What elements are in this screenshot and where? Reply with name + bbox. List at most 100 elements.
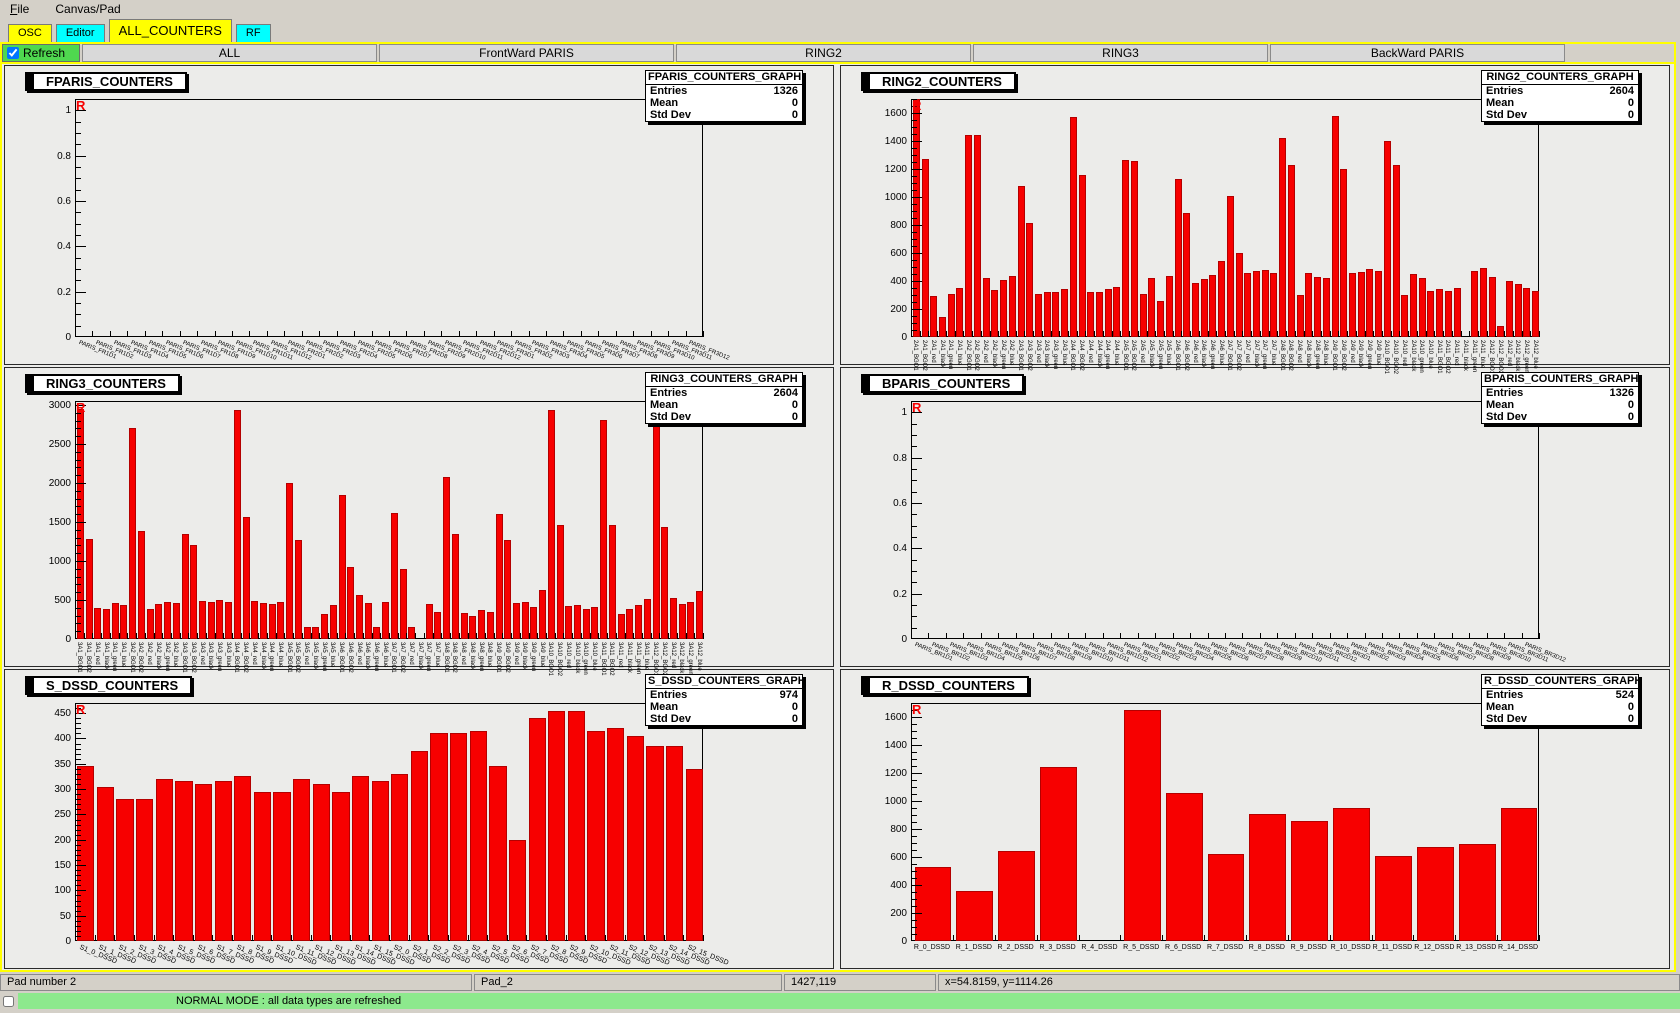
ring2-ytick [912,197,922,198]
ring2-bar-42 [1279,138,1287,337]
ring2-stats-value-2: 0 [1627,109,1634,121]
ring2-ytick [912,169,922,170]
ring3-title-pave[interactable]: RING3_COUNTERS [25,374,180,393]
tab-all-counters[interactable]: ALL_COUNTERS [108,19,232,42]
ring3-xlabel-1: 3A1_BGO2 [85,642,92,673]
ring2-xlabel-68: 2A12_red [1505,340,1512,367]
ring3-bar-67 [661,526,669,639]
rdssd-stats-title: R_DSSD_COUNTERS_GRAPH [1482,675,1638,689]
fparis-title-pave[interactable]: FPARIS_COUNTERS [25,72,187,91]
ring3-ytick [76,529,81,531]
ring2-bar-66 [1488,276,1496,337]
ring3-xtick [467,633,469,639]
ring3-ytick [76,600,86,601]
tab-osc[interactable]: OSC [8,24,52,42]
bparis-xtick [928,633,930,639]
rdssd-xlabel-0: R_0_DSSD [913,944,951,951]
ring3-bar-19 [242,517,250,639]
ring3-xtick [676,633,678,639]
sdssd-title-pave[interactable]: S_DSSD_COUNTERS [25,676,193,695]
ring2-xlabel-53: 2A9_blue [1374,340,1381,366]
bparis-ytick [912,446,917,448]
sdssd-ytick [76,920,81,922]
sdssd-stats-row-1: Mean 0 [646,701,802,713]
pad-fparis[interactable]: 0 0.2 0.4 0.6 0.8 1 PARIS_FR1D1 PARIS_FR1D2 PARI… [4,65,834,365]
ring2-ytick [912,120,917,121]
sdssd-bar-18 [430,733,448,941]
pad-ring3[interactable]: 0 500 1000 1500 2000 2500 3000 3A1_BGO1 3A1_BGO2… [4,367,834,676]
sdssd-bar-25 [567,710,586,941]
sdssd-bar-1 [96,786,115,941]
ring2-bar-46 [1314,276,1322,337]
ring3-bar-6 [129,428,137,639]
ring3-xtick [563,633,565,639]
sdssd-xtick [703,935,704,941]
tab-editor[interactable]: Editor [55,24,105,42]
ring2-stats-pave[interactable]: RING2_COUNTERS_GRAPH Entries 2604 Mean 0 Std … [1481,70,1639,122]
pad-bparis[interactable]: 0 0.2 0.4 0.6 0.8 1 PARIS_BR1D1 PARIS_BR1D2 PARI… [840,367,1670,667]
ring2-xlabel-34: 2A6_green [1208,340,1215,370]
bparis-stats-pave[interactable]: BPARIS_COUNTERS_GRAPH Entries 1326 Mean 0 Std… [1481,372,1639,424]
ring3-bar-48 [495,514,503,639]
ring2-bar-25 [1130,161,1138,337]
ring2-title-pave[interactable]: RING2_COUNTERS [861,72,1016,91]
ring3-stats-pave[interactable]: RING3_COUNTERS_GRAPH Entries 2604 Mean 0 Std … [645,372,803,424]
button-frontward-paris[interactable]: FrontWard PARIS [379,44,674,62]
button-backward-paris[interactable]: BackWard PARIS [1270,44,1565,62]
fparis-xtick [284,331,286,337]
sdssd-xtick [290,935,292,941]
rdssd-stats-pave[interactable]: R_DSSD_COUNTERS_GRAPH Entries 524 Mean 0 Std … [1481,674,1639,726]
ring2-xlabel-41: 2A7_blue [1270,340,1276,366]
ring3-bar-7 [137,530,145,639]
rdssd-r-marker: R [912,702,922,717]
rdssd-ytick [912,850,917,851]
ring3-bar-42 [443,476,451,639]
ring3-xlabel-62: 3A11_red [617,642,624,668]
fparis-ytick [76,133,81,134]
fparis-stats-pave[interactable]: FPARIS_COUNTERS_GRAPH Entries 1326 Mean 0 Std… [645,70,803,122]
ring3-bar-55 [556,525,564,639]
ring2-r-marker: R [912,98,922,113]
ring3-xlabel-38: 3A7_red [407,642,414,665]
pad-ring2[interactable]: 0 200 400 600 800 1000 1200 1400 1600 2A1_BGO1 2A1… [840,65,1670,374]
rdssd-bar-9 [1291,820,1329,941]
button-all[interactable]: ALL [82,44,377,62]
ring3-bar-24 [286,482,294,639]
ring3-bar-3 [103,609,110,639]
pad-sdssd[interactable]: 0 50 100 150 200 250 300 350 400 450 S1_0_DSSD S1_1… [4,669,834,969]
sdssd-ylabel: 200 [54,834,71,846]
ring2-ytick [912,218,917,219]
ring2-stats-label-2: Std Dev [1486,109,1527,121]
rdssd-xlabel-7: R_7_DSSD [1206,944,1244,951]
ring3-xlabel-31: 3A6_BGO2 [346,642,353,673]
sdssd-ytick [76,809,81,811]
ring2-ytick [912,239,917,240]
sdssd-stats-pave[interactable]: S_DSSD_COUNTERS_GRAPH Entries 974 Mean 0 Std … [645,674,803,726]
ring2-bar-44 [1296,295,1304,337]
ring2-xlabel-8: 2A2_red [982,340,989,363]
tab-rf[interactable]: RF [235,24,271,42]
refresh-checkbox[interactable] [7,47,19,59]
root-canvas[interactable]: 0 0.2 0.4 0.6 0.8 1 PARIS_FR1D1 PARIS_FR1D2 PARI… [2,64,1674,970]
rdssd-title-pave[interactable]: R_DSSD_COUNTERS [861,676,1029,695]
ring3-ytick [76,607,81,609]
button-ring2[interactable]: RING2 [676,44,971,62]
ring3-xlabel-55: 3A10_BGO2 [556,642,563,677]
pad-rdssd[interactable]: 0 200 400 600 800 1000 1200 1400 1600 R_0_DSSD R_1… [840,669,1670,969]
ring2-bar-20 [1087,291,1095,337]
menu-file[interactable]: File [10,2,30,16]
ring3-stats-row-2: Std Dev 0 [646,411,802,423]
bparis-title-pave[interactable]: BPARIS_COUNTERS [861,374,1025,393]
rdssd-ytick [912,703,917,704]
bparis-stats-row-2: Std Dev 0 [1482,411,1638,423]
ring2-xtick [1085,331,1087,337]
rdssd-bar-8 [1249,813,1287,941]
sdssd-bar-17 [410,751,429,941]
ring2-bar-43 [1287,164,1295,337]
rdssd-xlabel-4: R_4_DSSD [1081,944,1118,951]
button-ring3[interactable]: RING3 [973,44,1268,62]
ring2-bar-6 [965,134,973,337]
menu-canvas-pad[interactable]: Canvas/Pad [55,2,121,16]
mode-checkbox[interactable] [3,995,14,1007]
bparis-ytick [912,593,922,595]
